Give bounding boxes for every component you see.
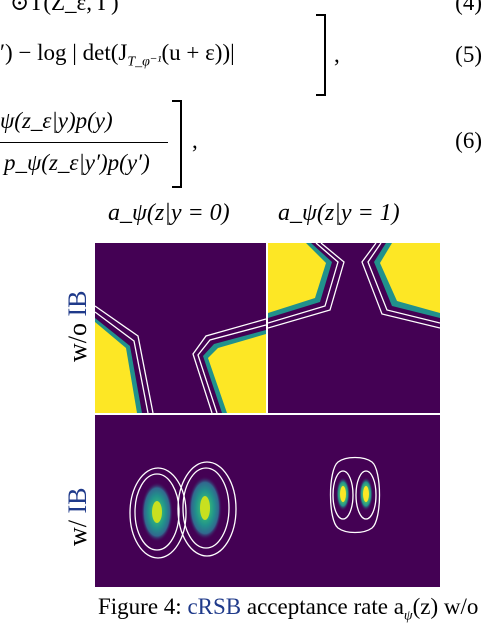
eq5-fragment: ′) − log | det(JT_φ⁻¹(u + ε))| [0,40,235,70]
eq5-bracket [316,14,326,96]
eq6-fraction-bar [0,142,168,143]
eq6-number: (6) [455,128,482,153]
eq5-comma: , [334,42,340,67]
eq4-fragment: ⊙T(Z_ε, Γ) [10,0,119,15]
column-header-y1: a_ψ(z|y = 1) [278,200,400,226]
caption-link-crsb[interactable]: cRSB [187,594,242,619]
column-header-y0: a_ψ(z|y = 0) [108,200,230,226]
eq6-numerator: ψ(z_ε|y)p(y) [0,108,113,133]
panel-without-ib-y0 [95,243,266,413]
eq4-number: (4) [455,0,482,15]
eq6-comma: , [192,128,198,153]
eq6-denominator: p_ψ(z_ε|y′)p(y′) [4,150,150,175]
figure-caption: Figure 4: cRSB acceptance rate aψ(z) w/o [98,594,479,624]
eq6-bracket [172,100,182,188]
panel-with-ib [95,415,440,587]
eq5-number: (5) [455,42,482,67]
panel-without-ib-y1 [268,243,440,413]
